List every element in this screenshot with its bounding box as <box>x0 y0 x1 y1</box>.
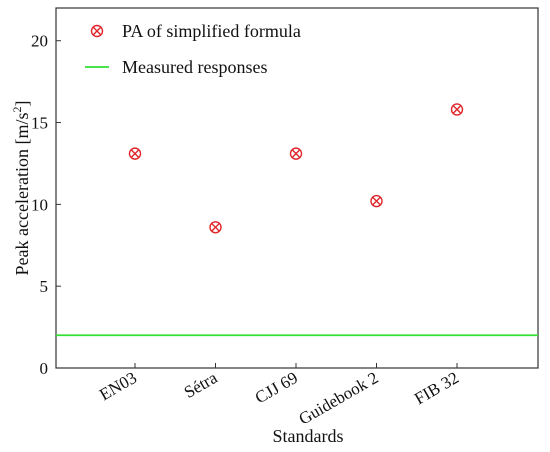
legend: PA of simplified formula Measured respon… <box>85 21 301 77</box>
x-tick-label: FIB 32 <box>411 368 462 408</box>
legend-label-measured: Measured responses <box>122 57 267 77</box>
y-axis-label-main: Peak acceleration [m/s <box>12 113 32 276</box>
data-point <box>128 147 142 160</box>
legend-label-pa: PA of simplified formula <box>122 21 301 41</box>
data-point <box>450 103 464 116</box>
y-axis-ticks: 0 5 10 15 20 <box>31 32 61 378</box>
data-point-ring <box>209 221 222 234</box>
legend-marker-symbol <box>90 24 104 38</box>
plot-frame <box>55 7 539 369</box>
data-point-cross-b <box>211 222 220 232</box>
data-point-ring <box>128 147 142 160</box>
legend-marker-symbol-ring <box>90 24 104 38</box>
data-point-ring <box>289 147 303 160</box>
data-point-ring <box>370 194 383 208</box>
y-tick-label: 20 <box>31 32 48 51</box>
x-tick-label: Sétra <box>181 368 221 402</box>
data-point-cross-b <box>452 104 462 114</box>
x-axis-label: Standards <box>273 426 344 446</box>
data-point <box>370 194 383 208</box>
data-point-cross-b <box>372 196 381 206</box>
y-axis-label: Peak acceleration [m/s2] <box>10 101 32 276</box>
legend-marker-symbol-cross-b <box>92 26 102 36</box>
x-tick-label: Guidebook 2 <box>296 368 382 429</box>
y-axis-label-superscript: 2 <box>10 107 24 113</box>
legend-marker-pa <box>90 24 104 38</box>
y-tick-label: 0 <box>40 359 49 378</box>
x-tick-label: CJJ 69 <box>252 368 301 407</box>
y-axis-label-suffix: ] <box>12 101 32 107</box>
data-point <box>209 221 222 234</box>
series-layer <box>56 103 538 337</box>
y-tick-label: 15 <box>31 114 48 133</box>
data-point-cross-b <box>291 149 301 159</box>
data-point-ring <box>450 103 464 116</box>
y-tick-label: 10 <box>31 195 48 214</box>
y-tick-label: 5 <box>40 277 49 296</box>
data-point <box>289 147 303 160</box>
data-point-cross-b <box>130 149 140 159</box>
x-tick-label: EN03 <box>96 368 140 404</box>
